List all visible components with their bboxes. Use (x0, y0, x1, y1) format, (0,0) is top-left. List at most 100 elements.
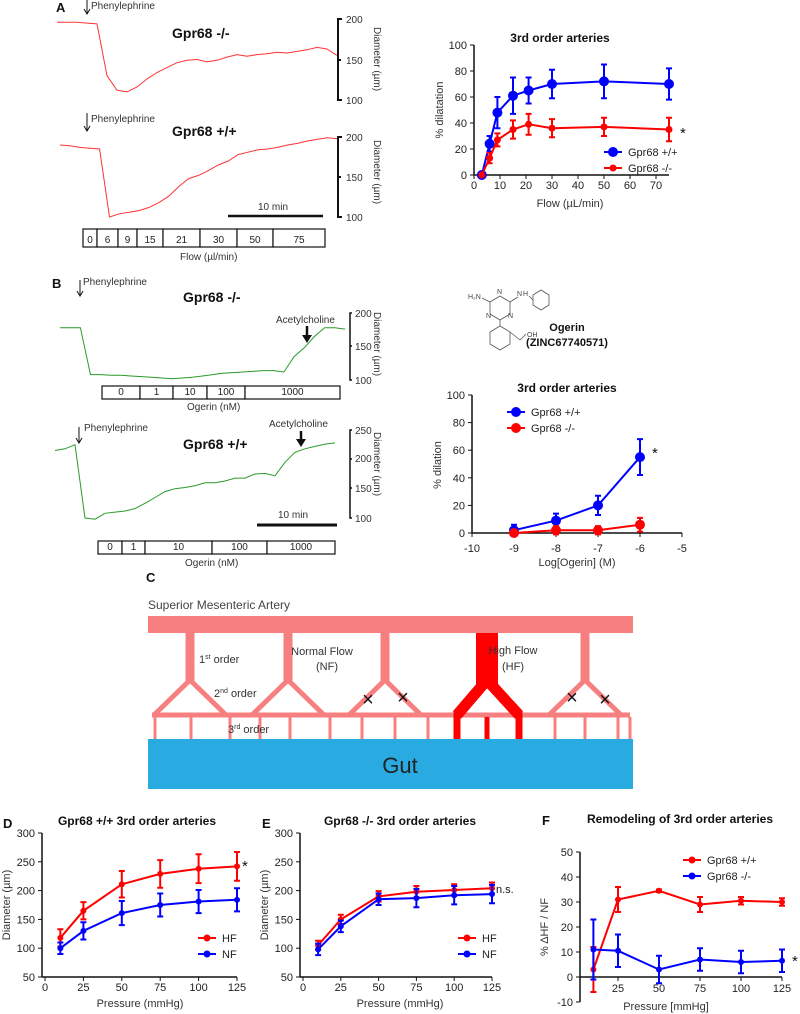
x-tick-label: 75 (410, 982, 422, 994)
chart-b: 3rd order arteries 0 20 40 60 80 100 -10 -9 -8 -7 -… (432, 381, 687, 569)
scale-bar (349, 429, 352, 519)
x-tick-label: 40 (572, 180, 584, 192)
x-tick-label: 125 (483, 982, 501, 994)
triazine-ring (489, 295, 511, 321)
data-point (635, 519, 645, 530)
step-label: 1000 (281, 387, 304, 398)
x-tick-label: 10 (494, 180, 506, 192)
y-tick-label: 50 (561, 847, 573, 859)
atom-label: N (486, 313, 491, 320)
data-point (195, 865, 202, 872)
scale-tick: 150 (346, 173, 363, 184)
significance-annotation: * (652, 445, 658, 462)
x-tick-label: 125 (228, 982, 246, 994)
second-order-artery (347, 678, 387, 717)
y-tick-label: 80 (455, 66, 467, 78)
trace-line (59, 137, 338, 218)
series-line (59, 898, 238, 949)
y-tick-label: 60 (453, 445, 465, 457)
time-scale-label: 10 min (258, 202, 288, 213)
step-label: 30 (213, 235, 225, 246)
y-tick-label: 150 (17, 914, 35, 926)
arrow-down-icon (76, 280, 84, 297)
x-axis-label: Flow (µL/min) (537, 198, 604, 210)
y-tick-label: 40 (455, 118, 467, 130)
legend-marker (511, 407, 521, 417)
legend-label: HF (222, 933, 237, 945)
y-tick-label: 0 (567, 972, 573, 984)
significance-annotation: * (792, 953, 798, 970)
ligation-mark: × (599, 689, 611, 711)
atom-label: N (517, 291, 522, 298)
step-cell (266, 540, 336, 555)
ogerin-steps: 0 1 10 100 1000 (97, 540, 336, 555)
data-point (779, 957, 785, 964)
y-tick-label: 300 (275, 828, 293, 840)
chart-f: Remodeling of 3rd order arteries -10 0 10 20… (539, 812, 798, 1013)
y-tick-label: 100 (275, 943, 293, 955)
data-point (489, 891, 495, 898)
data-point (697, 956, 703, 963)
atom-label: N (497, 289, 502, 296)
series-line (59, 865, 238, 939)
data-point (656, 887, 662, 894)
bond (519, 333, 527, 341)
x-tick-label: -9 (509, 543, 519, 555)
stim2-label: Acetylcholine (269, 419, 328, 430)
chart-title: Gpr68 +/+ 3rd order arteries (58, 814, 216, 828)
x-tick-label: 75 (694, 983, 706, 995)
x-axis-label: Pressure (mmHg) (357, 998, 444, 1010)
bond (528, 295, 534, 301)
data-point (600, 123, 608, 131)
flow-label: Flow (µl/min) (180, 252, 237, 263)
series-1: NF (315, 883, 497, 961)
legend-marker (609, 164, 617, 172)
data-point (451, 892, 458, 899)
step-label: 15 (144, 235, 156, 246)
data-point (413, 895, 420, 902)
x-tick-label: 50 (116, 982, 128, 994)
panel-label-b: B (52, 276, 61, 291)
panel-label-e: E (262, 816, 271, 831)
data-point (234, 896, 240, 903)
step-cell (272, 228, 326, 248)
stim-label: Phenylephrine (83, 277, 147, 288)
x-tick-label: 70 (650, 180, 662, 192)
arrow-head (302, 335, 312, 343)
data-point (57, 934, 64, 941)
data-point (697, 901, 703, 908)
data-point (195, 898, 202, 905)
axis-label: Diameter (µm) (371, 312, 382, 376)
compound-name: Ogerin (549, 322, 585, 334)
significance-annotation: n.s. (496, 884, 514, 896)
data-point (593, 525, 603, 536)
y-tick-label: 40 (453, 473, 465, 485)
step-cell (244, 385, 341, 400)
data-point (509, 528, 519, 538)
panel-label-f: F (542, 813, 550, 828)
series-line (593, 948, 783, 971)
data-point (484, 138, 495, 149)
panel-b-traces: Phenylephrine Gpr68 -/- Acetylcholine 20… (54, 277, 382, 569)
bond (509, 296, 519, 303)
y-tick-label: 200 (275, 886, 293, 898)
step-label: 10 (173, 542, 185, 553)
series-line (317, 887, 493, 946)
data-point (635, 452, 645, 463)
legend-marker (608, 147, 618, 157)
x-tick-label: 50 (598, 180, 610, 192)
x-tick-label: 125 (773, 983, 791, 995)
legend-marker (511, 423, 521, 433)
series-line (592, 889, 783, 970)
y-axis-label: % ΔHF / NF (539, 898, 551, 956)
data-point (486, 154, 494, 162)
arrow-down-icon (83, 113, 91, 132)
scale-tick: 200 (346, 15, 363, 26)
data-point (615, 896, 621, 903)
ogerin-structure (481, 289, 550, 351)
data-point (157, 902, 164, 908)
chart-title: Gpr68 -/- 3rd order arteries (324, 814, 476, 828)
step-label: 1 (154, 387, 160, 398)
first-order-label: 1st order (199, 654, 240, 666)
